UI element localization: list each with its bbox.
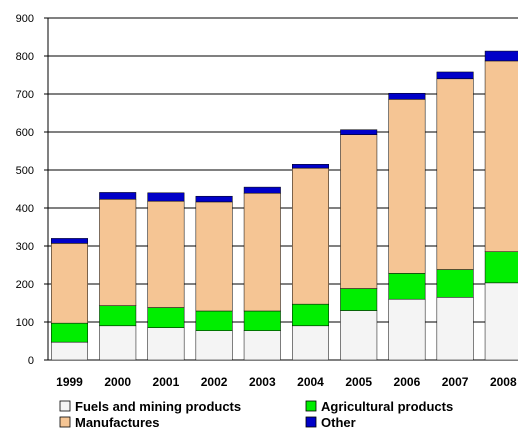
bar-segment	[51, 238, 88, 244]
legend-item: Agricultural products	[305, 399, 453, 414]
bar-segment	[292, 167, 329, 305]
legend-label: Agricultural products	[321, 399, 453, 414]
x-tick-label: 2008	[490, 375, 517, 389]
bar-segment	[147, 327, 185, 361]
legend-label: Fuels and mining products	[75, 399, 241, 414]
y-tick-label: 500	[16, 165, 34, 177]
x-tick-label: 2002	[201, 375, 228, 389]
bar-segment	[243, 310, 281, 331]
bar-segment	[388, 92, 426, 100]
bar-segment	[484, 50, 518, 62]
bar-segment	[388, 298, 426, 361]
y-tick-label: 800	[16, 51, 34, 63]
bar-segment	[436, 297, 474, 361]
legend-item: Other	[305, 415, 356, 430]
bar-segment	[388, 273, 426, 300]
x-tick-label: 2004	[297, 375, 324, 389]
bar-segment	[292, 303, 329, 327]
bar-segment	[484, 60, 518, 252]
legend-label: Manufactures	[75, 415, 160, 430]
legend-swatch	[59, 400, 71, 412]
y-tick-label: 900	[16, 13, 34, 25]
bar-segment	[292, 164, 329, 169]
bar-segment	[436, 78, 474, 270]
y-axis-ticks: 0 100 200 300 400 500 600 700 800 900	[16, 13, 48, 367]
bar-segment	[243, 186, 281, 194]
bar-segment	[340, 129, 378, 135]
bar-segment	[51, 322, 88, 343]
legend-swatch	[305, 400, 317, 412]
y-tick-label: 700	[16, 89, 34, 101]
bar-segment	[484, 282, 518, 361]
bar-segment	[388, 99, 426, 274]
x-tick-label: 2000	[104, 375, 131, 389]
bar-segment	[99, 199, 137, 306]
y-tick-label: 300	[16, 241, 34, 253]
legend-item: Fuels and mining products	[59, 399, 241, 414]
bar-segment	[292, 325, 329, 361]
bar-segment	[436, 71, 474, 80]
y-tick-label: 600	[16, 127, 34, 139]
bar-segment	[243, 330, 281, 361]
legend-item: Manufactures	[59, 415, 160, 430]
y-tick-label: 400	[16, 203, 34, 215]
bar-segment	[195, 330, 233, 361]
legend: Fuels and mining products Agricultural pr…	[59, 399, 453, 430]
bar-segment	[195, 310, 233, 331]
bar-segment	[340, 288, 378, 311]
bar-segment	[99, 325, 137, 361]
x-tick-label: 2005	[345, 375, 372, 389]
x-tick-label: 1999	[56, 375, 83, 389]
bar-segment	[436, 269, 474, 298]
bar-segment	[195, 195, 233, 203]
bar-segment	[51, 341, 88, 361]
x-tick-label: 2001	[153, 375, 180, 389]
y-tick-label: 100	[16, 317, 34, 329]
y-tick-label: 0	[28, 355, 34, 367]
bar-segment	[147, 307, 185, 328]
y-tick-label: 200	[16, 279, 34, 291]
bar-segment	[99, 305, 137, 327]
bars	[51, 50, 518, 361]
x-tick-label: 2007	[442, 375, 469, 389]
bar-segment	[195, 201, 233, 312]
x-tick-label: 2003	[249, 375, 276, 389]
bar-segment	[243, 192, 281, 312]
plot-area: 0 100 200 300 400 500 600 700 800 900 1999 2000 200…	[16, 13, 518, 389]
bar-segment	[147, 200, 185, 308]
legend-label: Other	[321, 415, 356, 430]
bar-segment	[340, 134, 378, 289]
x-tick-label: 2006	[394, 375, 421, 389]
bar-segment	[484, 251, 518, 284]
x-axis-labels: 1999 2000 2001 2002 2003 2004 2005 2006 2007 2008	[56, 375, 517, 389]
bar-segment	[51, 243, 88, 324]
bar-segment	[147, 192, 185, 202]
legend-swatch	[305, 416, 317, 428]
bar-segment	[99, 192, 137, 200]
bar-segment	[340, 310, 378, 361]
legend-swatch	[59, 416, 71, 428]
